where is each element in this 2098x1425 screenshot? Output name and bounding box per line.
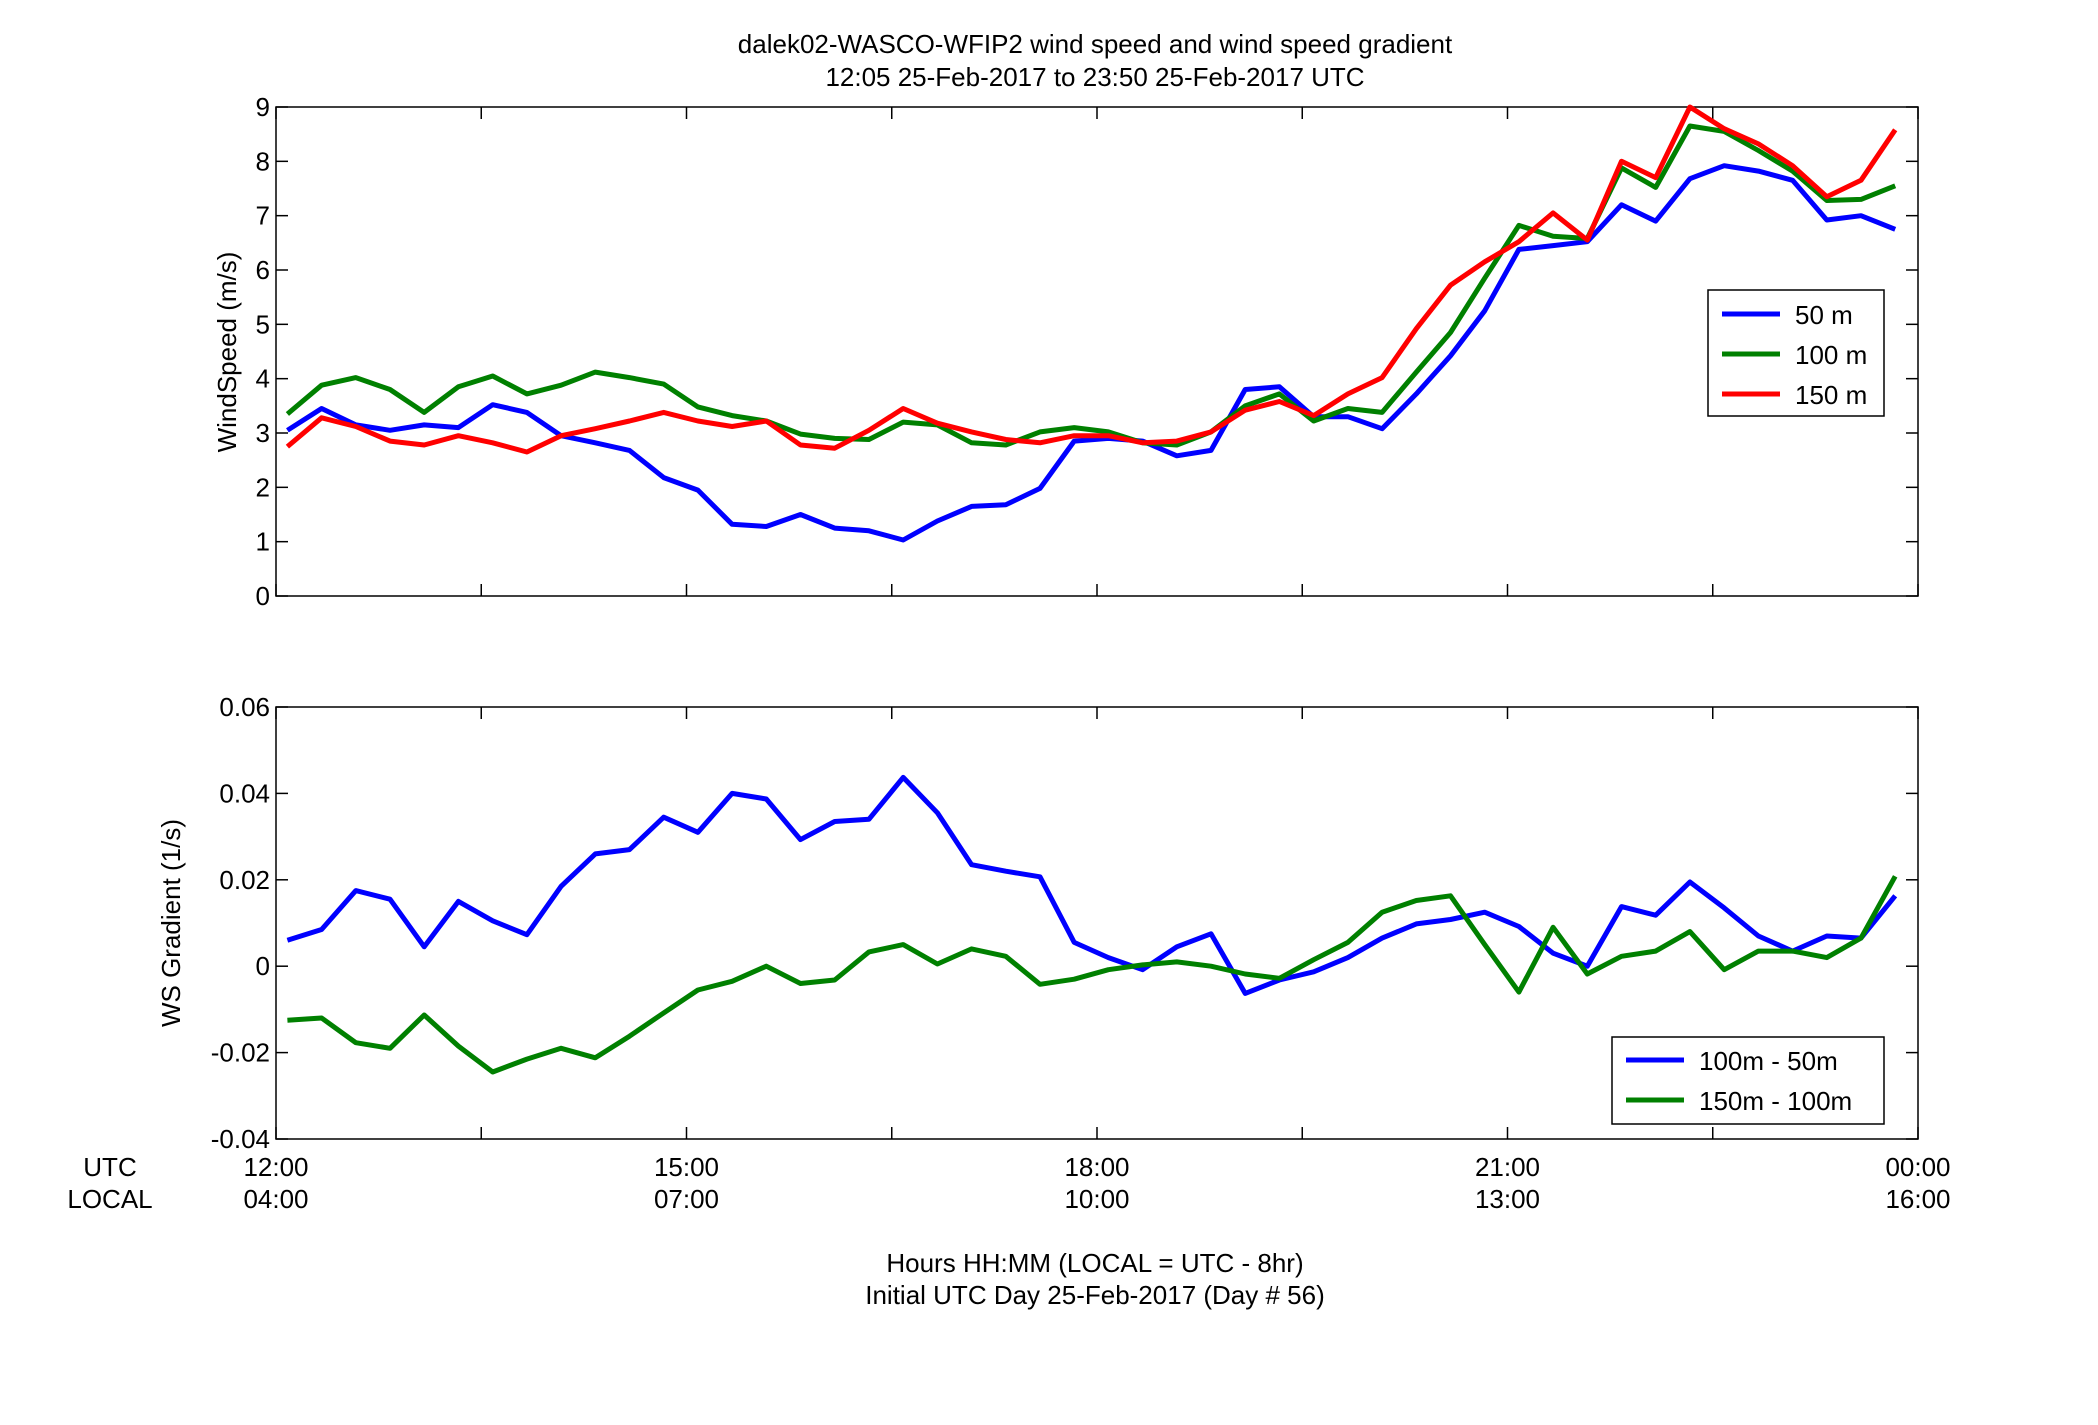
legend-label-150m-100m: 150m - 100m — [1699, 1086, 1852, 1116]
x-axis-label-line1: Hours HH:MM (LOCAL = UTC - 8hr) — [886, 1248, 1303, 1278]
windspeed-ytick-label: 1 — [256, 527, 270, 557]
x-row-label-utc: UTC — [83, 1152, 136, 1182]
xtick-label-local: 04:00 — [243, 1184, 308, 1214]
windspeed-ytick-label: 0 — [256, 581, 270, 611]
windspeed-ytick-label: 2 — [256, 472, 270, 502]
windspeed-plot-frame — [275, 106, 1919, 597]
windspeed-ytick-label: 8 — [256, 146, 270, 176]
legend-label-150m: 150 m — [1795, 380, 1867, 410]
xtick-label-utc: 15:00 — [654, 1152, 719, 1182]
windspeed-series-50-m — [286, 163, 1897, 543]
gradient-legend: 100m - 50m 150m - 100m — [1611, 1036, 1885, 1125]
gradient-ytick-label: -0.04 — [211, 1124, 270, 1154]
gradient-ytick-label: -0.02 — [211, 1038, 270, 1068]
gradient-x-ticks — [275, 707, 1919, 1139]
windspeed-ytick-label: 4 — [256, 364, 270, 394]
windspeed-ytick-label: 7 — [256, 201, 270, 231]
gradient-series-150m-100m — [287, 875, 1898, 1075]
gradient-ytick-label: 0 — [256, 951, 270, 981]
xtick-label-utc: 18:00 — [1064, 1152, 1129, 1182]
windspeed-ytick-label: 9 — [256, 92, 270, 122]
xtick-label-utc: 21:00 — [1475, 1152, 1540, 1182]
windspeed-y-ticks: 0 1 2 3 4 5 6 7 8 9 — [256, 92, 1918, 611]
windspeed-series-lines — [285, 104, 1898, 543]
windspeed-legend: 50 m 100 m 150 m — [1707, 289, 1885, 417]
windspeed-y-axis-label: WindSpeed (m/s) — [212, 252, 242, 453]
windspeed-x-ticks — [275, 107, 1919, 596]
windspeed-plot: 0 1 2 3 4 5 6 7 8 9 WindSpeed (m/s) 50 m 100 m 15… — [212, 92, 1919, 611]
gradient-plot: -0.04 -0.02 0 0.02 0.04 0.06 WS Gradient (1/s… — [156, 692, 1919, 1154]
x-axis-label-line2: Initial UTC Day 25-Feb-2017 (Day # 56) — [865, 1280, 1325, 1310]
gradient-series-100m-50m — [286, 774, 1898, 996]
windspeed-ytick-label: 6 — [256, 255, 270, 285]
xtick-label-utc: 12:00 — [243, 1152, 308, 1182]
gradient-ytick-label: 0.06 — [219, 692, 270, 722]
legend-label-100m: 100 m — [1795, 340, 1867, 370]
gradient-ytick-label: 0.02 — [219, 865, 270, 895]
gradient-series-lines — [286, 774, 1898, 1075]
figure-title-line2: 12:05 25-Feb-2017 to 23:50 25-Feb-2017 U… — [825, 62, 1364, 92]
xtick-label-local: 13:00 — [1475, 1184, 1540, 1214]
xtick-label-local: 16:00 — [1885, 1184, 1950, 1214]
gradient-y-axis-label: WS Gradient (1/s) — [156, 819, 186, 1027]
xtick-label-local: 10:00 — [1064, 1184, 1129, 1214]
legend-label-100m-50m: 100m - 50m — [1699, 1046, 1838, 1076]
x-row-label-local: LOCAL — [67, 1184, 152, 1214]
windspeed-series-100-m — [285, 123, 1897, 448]
figure-title-line1: dalek02-WASCO-WFIP2 wind speed and wind … — [738, 29, 1453, 59]
legend-label-50m: 50 m — [1795, 300, 1853, 330]
gradient-legend-box — [1611, 1036, 1885, 1125]
xtick-label-utc: 00:00 — [1885, 1152, 1950, 1182]
xtick-label-local: 07:00 — [654, 1184, 719, 1214]
gradient-y-ticks: -0.04 -0.02 0 0.02 0.04 0.06 — [211, 692, 1918, 1154]
windspeed-ytick-label: 3 — [256, 418, 270, 448]
windspeed-series-150-m — [285, 104, 1898, 455]
gradient-ytick-label: 0.04 — [219, 778, 270, 808]
windspeed-ytick-label: 5 — [256, 309, 270, 339]
